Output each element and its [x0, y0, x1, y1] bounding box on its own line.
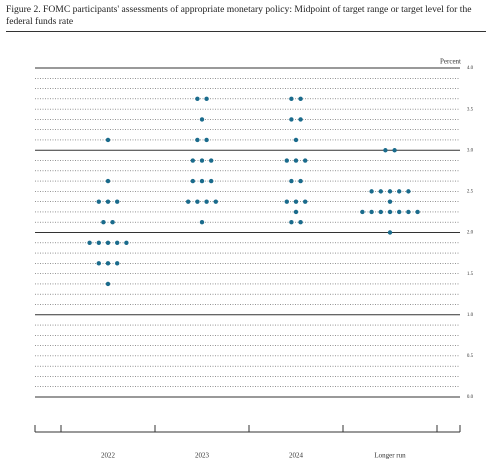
dot — [406, 189, 411, 194]
dot — [383, 148, 388, 153]
dot — [387, 189, 393, 194]
dot — [115, 199, 120, 204]
x-tick-label: 2024 — [289, 452, 304, 460]
dot — [105, 137, 111, 143]
dot — [387, 199, 393, 204]
dot — [96, 240, 102, 245]
dot — [124, 240, 129, 245]
y-tick-label: 0.5 — [467, 354, 474, 359]
dot — [284, 158, 289, 163]
dot — [190, 178, 195, 184]
dot — [406, 209, 411, 215]
dot — [298, 178, 303, 184]
dot — [369, 189, 374, 194]
dot — [289, 117, 294, 122]
dot — [87, 240, 92, 245]
dot — [96, 199, 102, 204]
dot — [199, 158, 205, 163]
dot — [105, 178, 111, 184]
y-unit-label: Percent — [440, 58, 461, 66]
dot — [293, 137, 299, 143]
dot — [289, 178, 294, 184]
y-tick-label: 3.5 — [467, 107, 474, 112]
dot — [284, 199, 289, 204]
dot — [199, 117, 205, 122]
dot — [105, 281, 111, 287]
dot — [387, 230, 393, 235]
dot — [204, 199, 209, 204]
x-tick-label: 2023 — [195, 452, 210, 460]
dot — [360, 209, 365, 215]
y-tick-label: 1.0 — [467, 313, 474, 318]
y-tick-label: 0.0 — [467, 395, 474, 400]
dot — [397, 209, 402, 215]
dot — [303, 158, 308, 163]
dot — [293, 209, 299, 215]
dot — [204, 96, 209, 102]
dot — [378, 189, 383, 194]
dot — [186, 199, 191, 204]
y-tick-label: 2.5 — [467, 190, 474, 195]
dot — [298, 220, 303, 225]
dot — [190, 158, 195, 163]
x-tick-label: Longer run — [374, 452, 406, 460]
dot — [298, 96, 303, 102]
dot — [213, 199, 218, 204]
dot — [105, 261, 111, 266]
dot — [303, 199, 308, 204]
dot — [369, 209, 374, 215]
dot — [209, 158, 214, 163]
x-tick-label: 2022 — [101, 452, 116, 460]
dot — [105, 199, 111, 204]
dot — [195, 137, 200, 143]
dot — [289, 96, 294, 102]
dot — [387, 209, 393, 215]
dot — [289, 220, 294, 225]
dot — [204, 137, 209, 143]
dot — [293, 199, 299, 204]
dot — [101, 220, 106, 225]
dot — [105, 240, 111, 245]
dot — [199, 178, 205, 184]
dot — [115, 240, 120, 245]
dot — [209, 178, 214, 184]
dot — [96, 261, 102, 266]
dot — [415, 209, 420, 215]
dot — [199, 220, 205, 225]
dot — [115, 261, 120, 266]
dot — [378, 209, 383, 215]
dot — [195, 96, 200, 102]
dot — [298, 117, 303, 122]
chart-title: Figure 2. FOMC participants' assessments… — [6, 4, 486, 32]
y-tick-label: 1.5 — [467, 272, 474, 277]
dot — [195, 199, 200, 204]
y-tick-label: 3.0 — [467, 148, 474, 153]
y-tick-label: 4.0 — [467, 66, 474, 71]
dot — [392, 148, 397, 153]
dot — [293, 158, 299, 163]
y-tick-label: 2.0 — [467, 231, 474, 236]
dot — [110, 220, 115, 225]
dot — [397, 189, 402, 194]
